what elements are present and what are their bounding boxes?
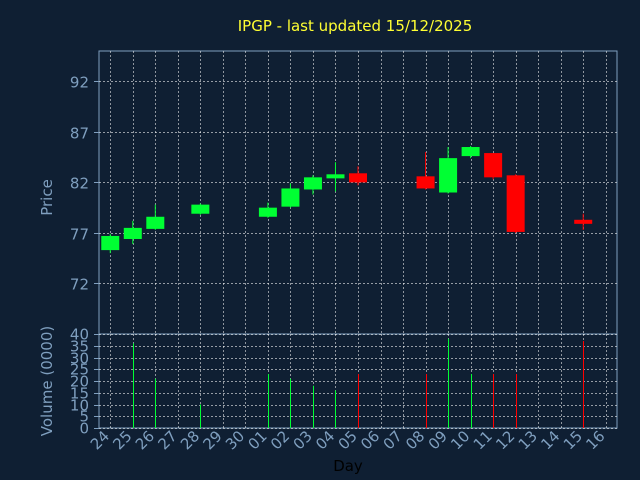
volume-tick-label: 10 — [70, 397, 89, 415]
price-tick-label: 87 — [70, 125, 89, 143]
price-tick-label: 72 — [70, 276, 89, 294]
candle-body — [191, 204, 210, 214]
candle — [506, 174, 525, 233]
candle — [123, 220, 142, 245]
candle — [484, 153, 503, 180]
candle — [326, 162, 345, 192]
x-axis: 2425262728293001020304050607080910111213… — [87, 427, 609, 453]
candle-body — [101, 235, 120, 251]
price-tick-label: 77 — [70, 226, 89, 244]
volume-tick-label: 0 — [79, 420, 89, 438]
candle — [461, 146, 480, 159]
candle-body — [281, 188, 300, 207]
volume-tick-label: 25 — [70, 361, 89, 379]
price-tick-label: 82 — [70, 175, 89, 193]
price-panel: 72 77 82 87 92 — [70, 50, 618, 335]
candle — [258, 202, 277, 218]
volume-tick-label: 35 — [70, 338, 89, 356]
candle-body — [349, 173, 367, 183]
candle — [574, 213, 593, 230]
price-panel-frame — [98, 50, 618, 335]
price-tick-label: 92 — [70, 74, 89, 92]
candle-body — [416, 176, 435, 189]
candle-body — [258, 207, 277, 217]
chart-title: IPGP - last updated 15/12/2025 — [238, 17, 473, 35]
volume-tick-label: 30 — [70, 350, 89, 368]
candle-body — [303, 177, 322, 190]
candle-body — [574, 219, 593, 224]
candle-body — [146, 216, 165, 229]
candle — [439, 147, 458, 194]
candle — [416, 152, 435, 190]
candle — [303, 175, 322, 195]
candle-body — [484, 153, 503, 178]
candle-body — [506, 175, 525, 232]
candle — [281, 183, 300, 208]
x-tick-label: 16 — [582, 427, 608, 453]
volume-tick-label: 15 — [70, 385, 89, 403]
candle — [349, 166, 367, 186]
candle-body — [439, 158, 458, 193]
volume-axis-label: Volume (0000) — [38, 326, 56, 436]
volume-tick-label: 40 — [70, 326, 89, 344]
candle — [146, 204, 165, 230]
x-axis-label: Day — [333, 457, 363, 475]
candle-body — [123, 227, 142, 239]
price-axis-label: Price — [38, 179, 56, 216]
volume-tick-label: 5 — [79, 408, 89, 426]
candle — [191, 203, 210, 215]
candle — [101, 233, 120, 254]
volume-tick-label: 20 — [70, 373, 89, 391]
candle-body — [326, 174, 345, 179]
candle-body — [461, 147, 480, 157]
